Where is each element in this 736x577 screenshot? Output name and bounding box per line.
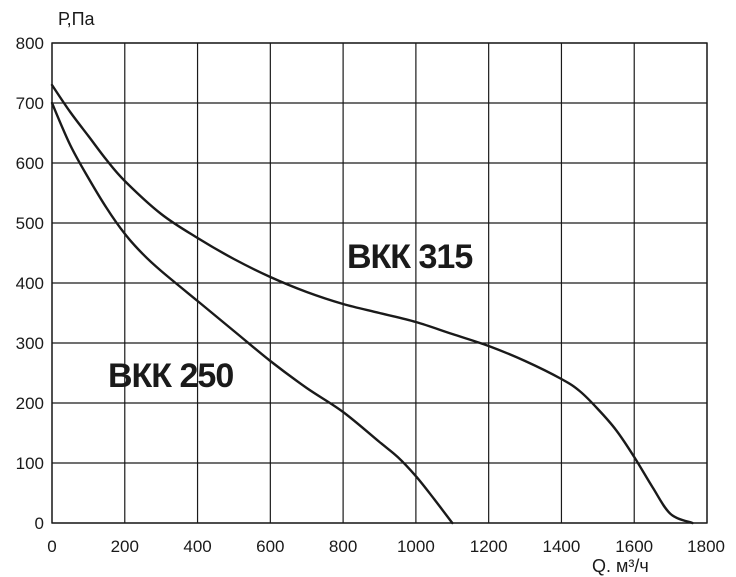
series-curves [50, 83, 694, 525]
y-tick-label-400: 400 [16, 274, 44, 293]
x-tick-label-1400: 1400 [543, 537, 581, 556]
x-axis-label: Q. м³/ч [592, 556, 649, 576]
y-tick-label-800: 800 [16, 34, 44, 53]
x-tick-label-200: 200 [111, 537, 139, 556]
y-axis-ticks: 0 100 200 300 400 500 600 700 800 [16, 34, 44, 533]
plot-frame [51, 42, 708, 524]
x-tick-label-1600: 1600 [615, 537, 653, 556]
x-tick-label-0: 0 [47, 537, 56, 556]
y-tick-label-700: 700 [16, 94, 44, 113]
y-tick-label-300: 300 [16, 334, 44, 353]
y-tick-label-600: 600 [16, 154, 44, 173]
y-tick-label-100: 100 [16, 454, 44, 473]
y-tick-label-200: 200 [16, 394, 44, 413]
y-axis-label: Р,Па [58, 9, 96, 29]
series-label-vkk-250: ВКК 250 [108, 357, 233, 395]
series-line-vkk-315 [50, 83, 694, 525]
x-tick-label-1000: 1000 [397, 537, 435, 556]
series-line-vkk-250 [50, 101, 454, 525]
chart-grid [51, 42, 708, 524]
x-axis-ticks: 0 200 400 600 800 1000 1200 1400 1600 1800 [47, 537, 725, 556]
y-tick-label-0: 0 [35, 514, 44, 533]
x-tick-label-400: 400 [183, 537, 211, 556]
x-tick-label-1200: 1200 [470, 537, 508, 556]
y-tick-label-500: 500 [16, 214, 44, 233]
x-tick-label-800: 800 [329, 537, 357, 556]
x-tick-label-1800: 1800 [687, 537, 725, 556]
x-tick-label-600: 600 [256, 537, 284, 556]
series-label-vkk-315: ВКК 315 [347, 238, 472, 276]
